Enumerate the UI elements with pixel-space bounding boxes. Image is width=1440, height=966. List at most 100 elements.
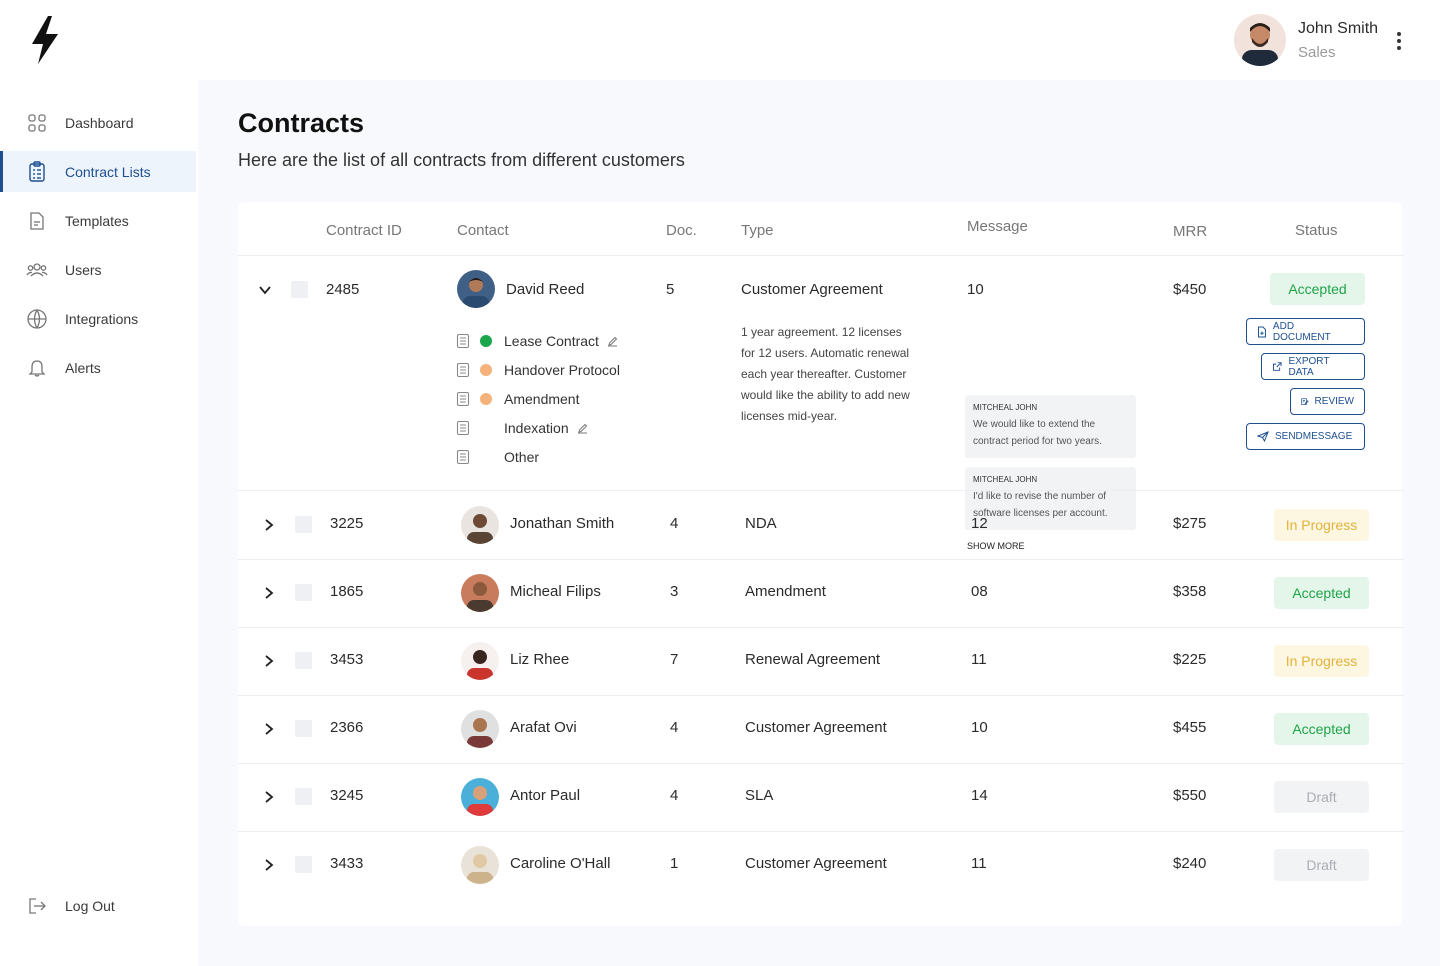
document-item-other[interactable]: Other [456, 447, 539, 467]
message-card[interactable]: MITCHEAL JOHN I'd like to revise the num… [965, 467, 1136, 530]
avatar [461, 846, 499, 884]
sidebar-item-integrations[interactable]: Integrations [0, 298, 196, 339]
bell-icon [26, 357, 48, 379]
header-contact[interactable]: Contact [457, 222, 509, 239]
row-checkbox[interactable] [295, 516, 312, 533]
status-badge: In Progress [1274, 645, 1369, 677]
header-contract-id[interactable]: Contract ID [326, 222, 402, 239]
chevron-right-icon[interactable] [261, 789, 277, 805]
document-item-lease-contract[interactable]: Lease Contract [456, 331, 618, 351]
sidebar-item-label: Alerts [65, 359, 101, 376]
add-document-button[interactable]: ADD DOCUMENT [1246, 318, 1365, 345]
row-checkbox[interactable] [295, 584, 312, 601]
lightning-logo-icon[interactable] [28, 14, 62, 66]
mrr-value: $240 [1173, 855, 1207, 872]
contact-name[interactable]: Caroline O'Hall [510, 855, 611, 872]
export-data-button[interactable]: EXPORT DATA [1261, 353, 1365, 380]
chevron-down-icon[interactable] [257, 282, 273, 298]
contracts-table: Contract ID Contact Doc. Type Message MR… [238, 202, 1404, 926]
grid-icon [26, 112, 48, 134]
header-doc[interactable]: Doc. [666, 222, 697, 239]
button-label: EXPORT DATA [1288, 355, 1330, 378]
doc-count: 4 [670, 515, 679, 532]
header-message[interactable]: Message [967, 218, 1028, 235]
document-icon [456, 362, 470, 378]
document-icon [456, 391, 470, 407]
chevron-right-icon[interactable] [261, 857, 277, 873]
sidebar-item-contract-lists[interactable]: Contract Lists [0, 151, 196, 192]
document-icon [26, 210, 48, 232]
contract-type: Customer Agreement [745, 719, 887, 736]
review-button[interactable]: REVIEW [1290, 388, 1365, 415]
sidebar-item-alerts[interactable]: Alerts [0, 347, 196, 388]
status-dot [480, 393, 492, 405]
doc-count: 4 [670, 719, 679, 736]
contact-name[interactable]: Micheal Filips [510, 583, 601, 600]
main-content: Contracts Here are the list of all contr… [198, 80, 1440, 966]
contact-name[interactable]: Antor Paul [510, 787, 581, 804]
message-text: I'd like to revise the number of softwar… [973, 491, 1108, 519]
contract-id: 2366 [330, 719, 364, 736]
message-count: 11 [971, 855, 987, 872]
contract-id: 3225 [330, 515, 364, 532]
mrr-value: $550 [1173, 787, 1207, 804]
contract-type: NDA [745, 515, 777, 532]
message-count: 08 [971, 583, 988, 600]
user-role: Sales [1298, 44, 1336, 61]
mrr-value: $450 [1173, 281, 1207, 298]
row-checkbox[interactable] [295, 856, 312, 873]
contract-type: Customer Agreement [741, 281, 883, 298]
globe-icon [26, 308, 48, 330]
sidebar-item-dashboard[interactable]: Dashboard [0, 102, 196, 143]
pencil-icon[interactable] [577, 423, 588, 434]
sidebar-item-users[interactable]: Users [0, 249, 196, 290]
contact-name[interactable]: Jonathan Smith [510, 515, 615, 532]
chevron-right-icon[interactable] [261, 721, 277, 737]
document-item-handover-protocol[interactable]: Handover Protocol [456, 360, 620, 380]
header-mrr[interactable]: MRR [1173, 223, 1208, 240]
page-title: Contracts [238, 108, 365, 138]
sidebar-item-label: Contract Lists [65, 163, 151, 180]
contract-id: 3433 [330, 855, 364, 872]
contact-name[interactable]: David Reed [506, 281, 585, 298]
contract-type: SLA [745, 787, 774, 804]
more-options-icon[interactable] [1394, 32, 1404, 52]
row-checkbox[interactable] [295, 652, 312, 669]
page-subtitle: Here are the list of all contracts from … [238, 150, 685, 170]
status-badge: In Progress [1274, 509, 1369, 541]
button-label: ADD DOCUMENT [1272, 320, 1331, 343]
chevron-right-icon[interactable] [261, 517, 277, 533]
pencil-icon[interactable] [607, 336, 618, 347]
user-avatar[interactable] [1234, 14, 1286, 66]
row-checkbox[interactable] [295, 720, 312, 737]
logout-label: Log Out [65, 897, 115, 914]
message-count: 14 [971, 787, 988, 804]
show-more-link[interactable]: SHOW MORE [967, 541, 1025, 551]
message-count: 11 [971, 651, 987, 668]
logout-button[interactable]: Log Out [0, 885, 196, 926]
chevron-right-icon[interactable] [261, 585, 277, 601]
status-dot [480, 364, 492, 376]
document-item-amendment[interactable]: Amendment [456, 389, 579, 409]
header-type[interactable]: Type [741, 222, 774, 239]
row-checkbox[interactable] [295, 788, 312, 805]
user-profile[interactable]: John Smith Sales [1234, 0, 1440, 80]
message-card[interactable]: MITCHEAL JOHN We would like to extend th… [965, 395, 1136, 458]
row-checkbox[interactable] [291, 281, 308, 298]
button-label: REVIEW [1314, 396, 1354, 407]
contact-name[interactable]: Arafat Ovi [510, 719, 577, 736]
status-badge: Accepted [1270, 273, 1365, 305]
header-status[interactable]: Status [1295, 222, 1338, 239]
chevron-right-icon[interactable] [261, 653, 277, 669]
document-item-indexation[interactable]: Indexation [456, 418, 588, 438]
avatar [461, 778, 499, 816]
document-label: Other [504, 449, 540, 465]
external-link-icon [1272, 362, 1282, 371]
user-name: John Smith [1298, 20, 1379, 37]
contract-id: 1865 [330, 583, 364, 600]
users-icon [26, 259, 48, 281]
send-message-button[interactable]: SENDMESSAGE [1246, 423, 1365, 450]
sidebar-item-templates[interactable]: Templates [0, 200, 196, 241]
doc-count: 3 [670, 583, 679, 600]
contact-name[interactable]: Liz Rhee [510, 651, 570, 668]
